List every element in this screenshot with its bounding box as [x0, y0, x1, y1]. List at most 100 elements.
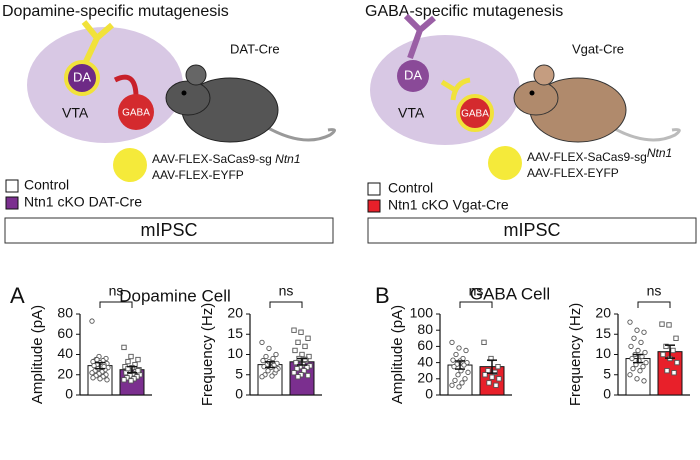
cell-title: GABA Cell: [470, 284, 550, 303]
virus-icon: [488, 146, 522, 180]
data-point: [259, 339, 265, 345]
y-tick-label: 0: [235, 386, 243, 402]
data-point: [631, 335, 637, 341]
gaba-neuron: [118, 94, 154, 130]
significance-bracket: [459, 301, 493, 308]
legend-label: Ntn1 cKO Vgat-Cre: [388, 197, 509, 213]
data-point: [453, 351, 459, 358]
data-point: [305, 335, 311, 341]
region-label: VTA: [398, 105, 425, 121]
data-point: [495, 364, 501, 370]
assay-box: [367, 217, 697, 244]
data-point: [634, 327, 640, 333]
data-point: [266, 345, 272, 352]
axon: [440, 77, 471, 101]
data-point: [638, 339, 644, 345]
data-point: [481, 339, 487, 345]
vta-region: [370, 35, 520, 145]
data-point: [461, 362, 467, 368]
da-neuron: [64, 60, 100, 96]
data-point: [128, 378, 134, 384]
data-point: [135, 368, 141, 374]
data-point: [295, 374, 301, 380]
data-point: [302, 343, 308, 350]
data-point: [94, 356, 100, 363]
data-point: [628, 343, 634, 350]
data-point: [671, 370, 677, 376]
y-axis-label: Amplitude (pA): [389, 305, 406, 404]
data-point: [640, 363, 646, 370]
data-point: [642, 349, 648, 356]
data-point: [128, 353, 134, 360]
data-point: [135, 356, 141, 363]
panel-letter: A: [10, 283, 25, 308]
y-tick-label: 20: [227, 305, 243, 321]
data-point: [295, 339, 301, 345]
y-tick-label: 20: [57, 365, 73, 381]
assay-label: mIPSC: [503, 220, 560, 240]
data-point: [462, 376, 468, 382]
data-point: [496, 376, 502, 382]
data-point: [302, 356, 308, 363]
panel-letter: B: [375, 283, 390, 308]
virus-text: AAV-FLEX-SaCas9-sg Ntn1: [152, 152, 301, 166]
data-point: [489, 374, 495, 380]
mouse-label: DAT-Cre: [230, 41, 280, 56]
virus-gene: Ntn1: [275, 152, 300, 166]
panel-title: Dopamine-specific mutagenesis: [2, 3, 229, 20]
data-point: [449, 382, 455, 388]
data-point: [482, 372, 488, 378]
data-point: [305, 372, 311, 379]
data-point: [125, 358, 131, 365]
data-point: [90, 375, 96, 381]
data-point: [450, 357, 456, 363]
legend-swatch: [367, 182, 381, 196]
y-tick-label: 80: [57, 305, 73, 321]
neuron-label: DA: [73, 69, 91, 84]
data-point: [456, 384, 462, 390]
significance-label: ns: [279, 283, 294, 299]
significance-label: ns: [647, 283, 662, 299]
mouse: [513, 64, 681, 143]
y-tick-label: 5: [603, 365, 611, 381]
data-point: [673, 335, 679, 341]
neuron-label: GABA: [461, 109, 489, 120]
y-tick-label: 20: [417, 370, 433, 386]
significance-bracket: [99, 301, 133, 308]
data-point: [641, 329, 647, 335]
data-point: [452, 377, 458, 384]
significance-label: ns: [109, 283, 124, 299]
data-point: [664, 368, 670, 374]
data-point: [263, 353, 269, 360]
data-point: [635, 347, 641, 354]
data-point: [299, 351, 305, 358]
data-point: [456, 345, 462, 351]
data-point: [465, 369, 471, 375]
legend-swatch: [367, 199, 381, 213]
data-point: [298, 329, 304, 335]
data-point: [660, 351, 666, 358]
data-point: [630, 366, 636, 372]
data-point: [449, 339, 455, 345]
data-point: [659, 321, 665, 327]
virus-text: AAV-FLEX-EYFP: [527, 166, 619, 180]
y-tick-label: 0: [425, 386, 433, 402]
cell-title: Dopamine Cell: [119, 286, 231, 305]
assay-label: mIPSC: [140, 220, 197, 240]
data-point: [292, 347, 298, 354]
data-point: [663, 343, 669, 350]
da-neuron: [397, 60, 429, 92]
data-point: [97, 376, 103, 382]
data-point: [291, 370, 297, 376]
data-point: [637, 368, 643, 374]
data-point: [627, 319, 633, 325]
y-tick-label: 15: [595, 325, 611, 341]
y-tick-label: 10: [227, 345, 243, 361]
data-point: [259, 374, 265, 380]
vta-region: [27, 27, 183, 143]
significance-bracket: [269, 301, 303, 308]
y-tick-label: 10: [595, 345, 611, 361]
data-point: [89, 370, 95, 376]
legend-swatch: [5, 179, 19, 193]
